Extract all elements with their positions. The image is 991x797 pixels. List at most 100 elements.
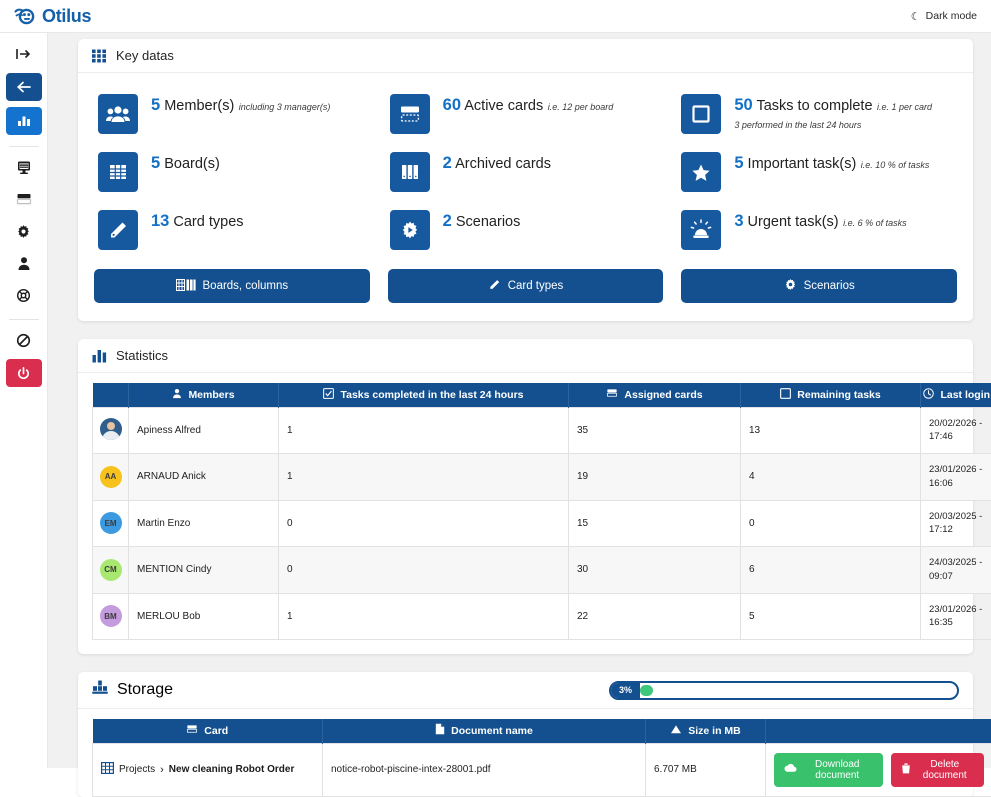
card-types-label: Card types (508, 280, 564, 292)
statistics-table-wrap: Members Tasks completed in the last 24 h… (78, 373, 973, 654)
boards-columns-icon (176, 279, 196, 294)
kd-cell-members[interactable]: 5 Member(s) including 3 manager(s) (88, 85, 380, 143)
col-tasks-completed[interactable]: Tasks completed in the last 24 hours (279, 383, 569, 407)
kd-number: 3 (734, 212, 743, 230)
scenario-gear-icon (784, 278, 797, 294)
last-login-value: 20/02/2026 - 17:46 (921, 407, 991, 454)
block-icon[interactable] (7, 327, 41, 353)
col-size[interactable]: Size in MB (646, 719, 766, 743)
col-assigned-cards[interactable]: Assigned cards (569, 383, 741, 407)
table-row[interactable]: EM Martin Enzo 0 15 0 20/03/2025 - 17:12 (93, 500, 991, 547)
kd-label: Active cards (464, 98, 543, 114)
key-datas-header: Key datas (78, 39, 973, 73)
col-remaining-tasks[interactable]: Remaining tasks (741, 383, 921, 407)
kd-cell-important-tasks[interactable]: 5 Important task(s) i.e. 10 % of tasks (671, 143, 963, 201)
member-name: MENTION Cindy (129, 547, 279, 594)
avatar-cell: AA (93, 454, 129, 501)
remaining-tasks-value: 0 (741, 500, 921, 547)
checkbox-icon (323, 388, 334, 402)
moon-icon: ☾ (911, 10, 921, 23)
kd-label: Member(s) (164, 98, 234, 114)
user-icon[interactable] (7, 250, 41, 276)
last-login-value: 20/03/2025 - 17:12 (921, 500, 991, 547)
assigned-cards-value: 15 (569, 500, 741, 547)
bar-chart-icon (92, 349, 107, 363)
kd-cell-active-cards[interactable]: 60 Active cards i.e. 12 per board (380, 85, 672, 143)
storage-progress-bar: 3% (609, 681, 959, 700)
kd-cell-urgent-tasks[interactable]: 3 Urgent task(s) i.e. 6 % of tasks (671, 201, 963, 259)
key-datas-panel: Key datas 5 Member(s) including 3 manage… (78, 39, 973, 321)
avatar-cell: EM (93, 500, 129, 547)
table-row[interactable]: BM MERLOU Bob 1 22 5 23/01/2026 - 16:35 (93, 593, 991, 640)
star-icon (681, 152, 721, 192)
avatar-cell: CM (93, 547, 129, 594)
card-types-button[interactable]: Card types (388, 269, 664, 303)
col-document-name[interactable]: Document name (323, 719, 646, 743)
card-icon[interactable] (7, 186, 41, 212)
col-last-login[interactable]: Last login (921, 383, 991, 407)
monitor-icon[interactable] (7, 154, 41, 180)
table-row[interactable]: Projects › New cleaning Robot Order noti… (93, 743, 991, 796)
col-document-name-label: Document name (451, 725, 533, 737)
remaining-tasks-value: 6 (741, 547, 921, 594)
back-arrow-icon[interactable] (6, 73, 42, 101)
brand-logo[interactable]: Otilus (0, 6, 91, 27)
remaining-tasks-value: 5 (741, 593, 921, 640)
avatar: EM (100, 512, 122, 534)
tasks-completed-value: 0 (279, 547, 569, 594)
otilus-logo-icon (14, 6, 36, 26)
table-row[interactable]: AA ARNAUD Anick 1 19 4 23/01/2026 - 16:0… (93, 454, 991, 501)
kd-number: 60 (443, 96, 461, 114)
table-row[interactable]: CM MENTION Cindy 0 30 6 24/03/2025 - 09:… (93, 547, 991, 594)
avatar: CM (100, 559, 122, 581)
power-icon[interactable] (6, 359, 42, 387)
kd-number: 2 (443, 212, 452, 230)
kd-cell-scenarios[interactable]: 2 Scenarios (380, 201, 672, 259)
dashboard-chart-icon[interactable] (6, 107, 42, 135)
avatar-cell (93, 407, 129, 454)
assigned-cards-value: 35 (569, 407, 741, 454)
members-icon (98, 94, 138, 134)
user-icon (172, 388, 182, 402)
kd-sub: including 3 manager(s) (239, 102, 331, 112)
storage-progress-fill (640, 685, 653, 696)
kd-label: Tasks to complete (756, 98, 872, 114)
statistics-title: Statistics (116, 348, 168, 363)
storage-card-name: New cleaning Robot Order (169, 764, 295, 775)
table-row[interactable]: Apiness Alfred 1 35 13 20/02/2026 - 17:4… (93, 407, 991, 454)
trash-icon (901, 763, 911, 777)
main-content: Key datas 5 Member(s) including 3 manage… (48, 33, 991, 768)
kd-cell-card-types[interactable]: 13 Card types (88, 201, 380, 259)
storage-table-wrap: Card Document name Siz (78, 709, 973, 797)
card-icon (186, 724, 198, 737)
col-members[interactable]: Members (129, 383, 279, 407)
statistics-table-body: Apiness Alfred 1 35 13 20/02/2026 - 17:4… (93, 407, 991, 640)
boards-columns-button[interactable]: Boards, columns (94, 269, 370, 303)
dark-mode-toggle[interactable]: ☾ Dark mode (911, 10, 991, 23)
scenarios-button[interactable]: Scenarios (681, 269, 957, 303)
cloud-download-icon (784, 763, 797, 776)
kd-number: 13 (151, 212, 169, 230)
avatar (100, 418, 122, 440)
statistics-panel: Statistics Members (78, 339, 973, 654)
last-login-value: 23/01/2026 - 16:35 (921, 593, 991, 640)
col-tasks-completed-label: Tasks completed in the last 24 hours (340, 389, 523, 401)
tasks-completed-value: 1 (279, 454, 569, 501)
kd-cell-tasks-to-complete[interactable]: 50 Tasks to complete i.e. 1 per card 3 p… (671, 85, 963, 143)
kd-number: 2 (443, 154, 452, 172)
col-card-label: Card (204, 725, 228, 737)
upload-icon (670, 724, 682, 738)
storage-table-body: Projects › New cleaning Robot Order noti… (93, 743, 991, 796)
gear-icon[interactable] (7, 218, 41, 244)
lifebuoy-icon[interactable] (7, 282, 41, 308)
assigned-cards-value: 19 (569, 454, 741, 501)
kd-cell-archived-cards[interactable]: 2 Archived cards (380, 143, 672, 201)
kd-cell-boards[interactable]: 5 Board(s) (88, 143, 380, 201)
delete-document-button[interactable]: Delete document (891, 753, 984, 787)
col-card[interactable]: Card (93, 719, 323, 743)
expand-sidebar-icon[interactable] (7, 41, 41, 67)
tasks-completed-value: 1 (279, 407, 569, 454)
scenarios-label: Scenarios (804, 280, 855, 292)
key-datas-actions: Boards, columns Card types Scenarios (78, 263, 973, 321)
download-document-button[interactable]: Download document (774, 753, 883, 787)
